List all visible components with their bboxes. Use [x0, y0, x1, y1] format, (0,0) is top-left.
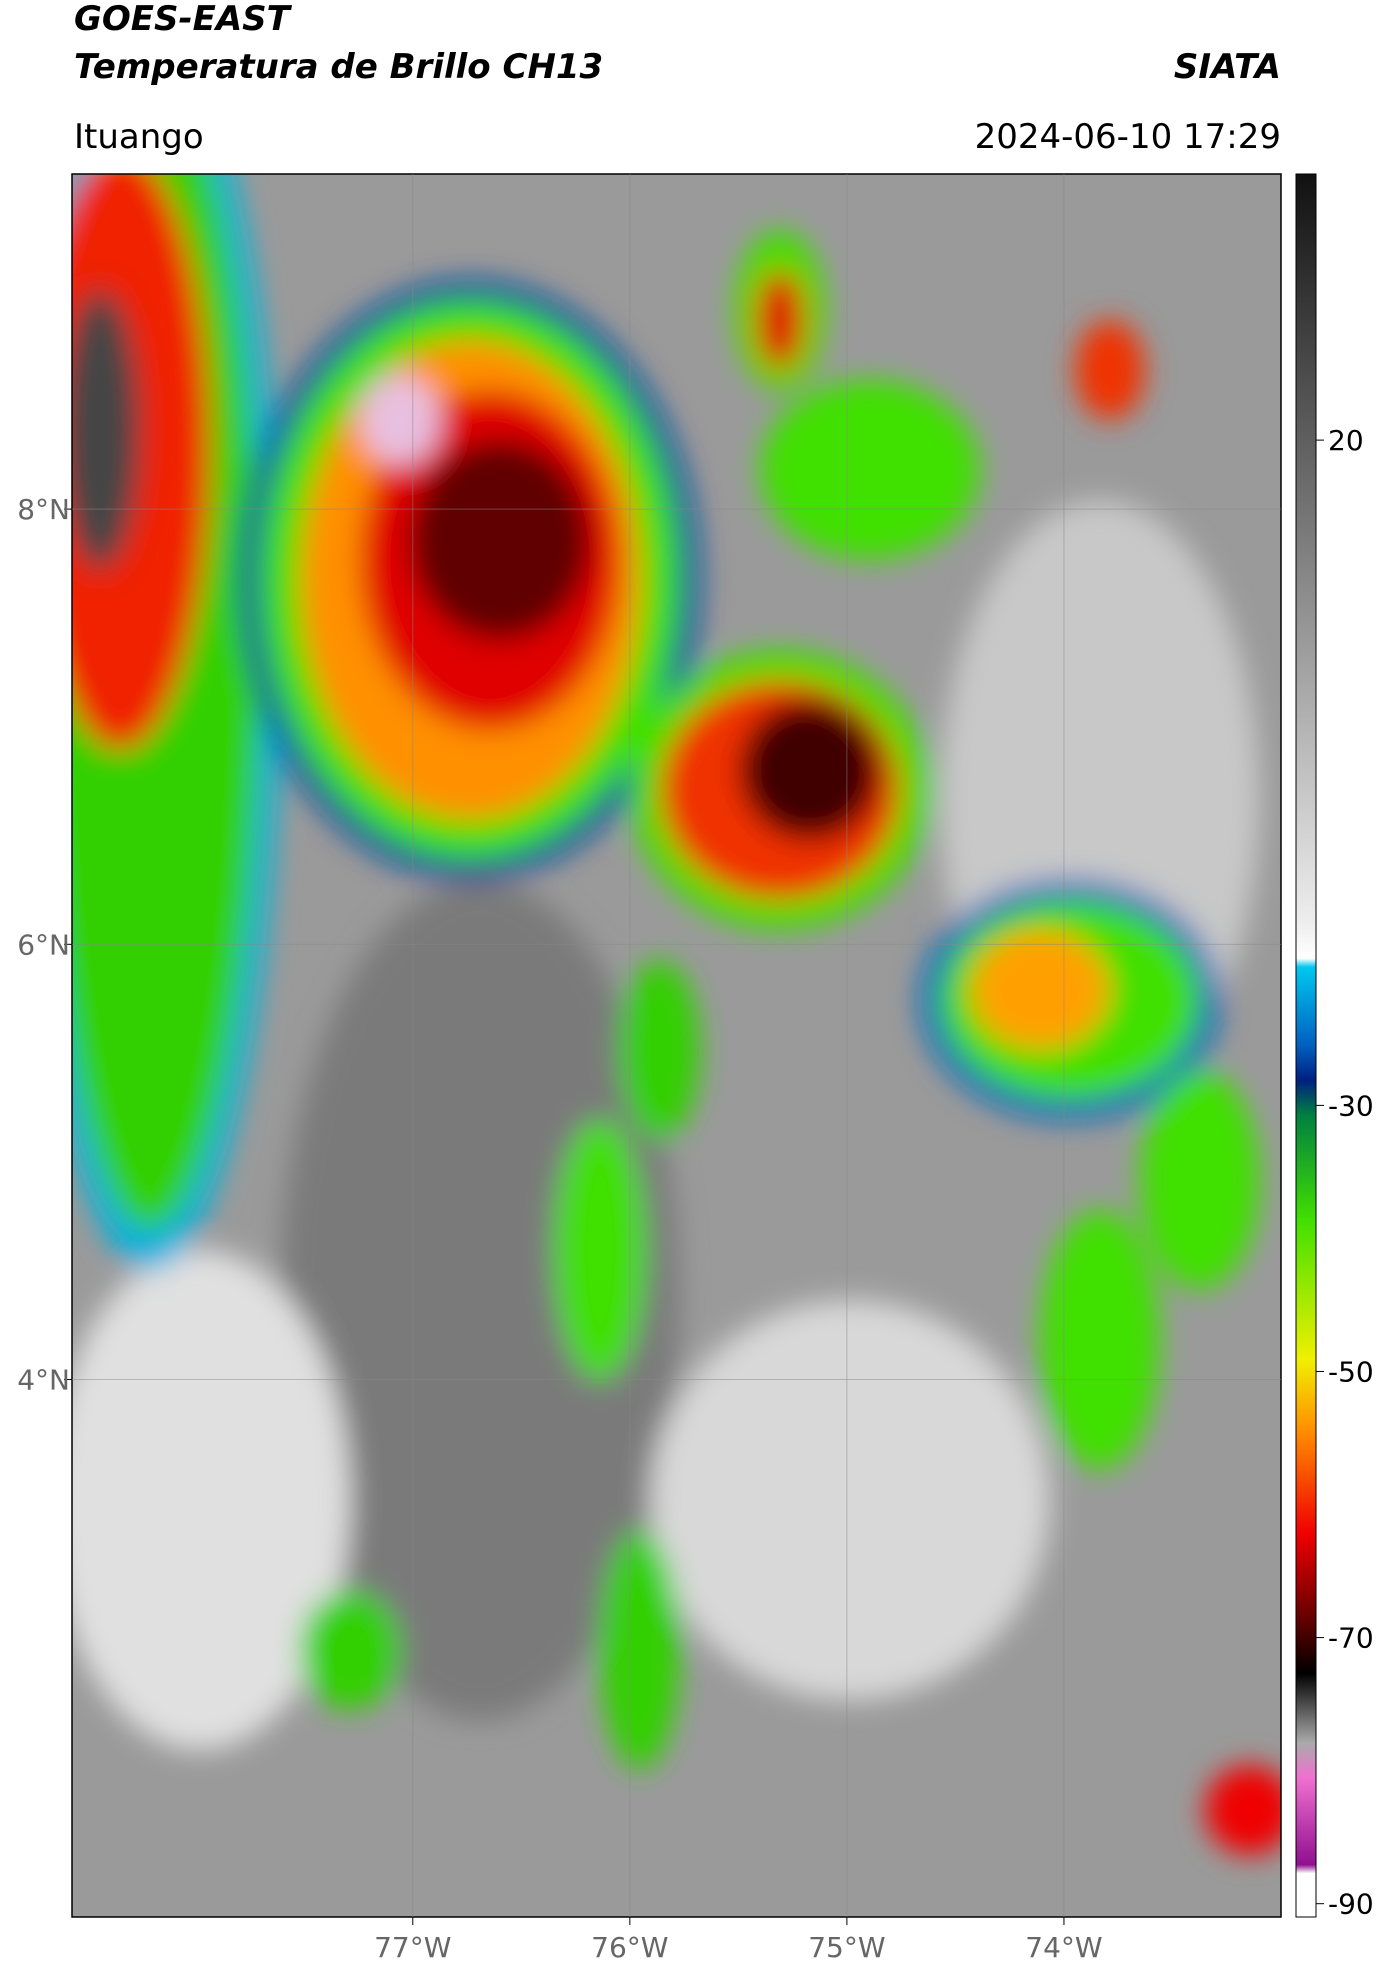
- source: SIATA: [1174, 47, 1281, 87]
- y-tick-label: 4°N: [17, 1364, 70, 1397]
- location: Ituango: [74, 117, 204, 157]
- title: GOES-EAST: [74, 0, 293, 39]
- colorbar-tick-label: -50: [1328, 1355, 1374, 1388]
- satellite-image: [72, 174, 1281, 1917]
- colorbar-tick-label: -70: [1328, 1622, 1374, 1655]
- colorbar-tick-label: -30: [1328, 1089, 1374, 1122]
- colorbar: [1295, 173, 1317, 1918]
- colorbar-tick-label: -90: [1328, 1888, 1374, 1921]
- map-frame: [71, 173, 1282, 1918]
- y-tick-label: 8°N: [17, 493, 70, 526]
- x-tick-label: 76°W: [591, 1931, 668, 1964]
- x-tick-label: 77°W: [374, 1931, 451, 1964]
- x-tick-label: 74°W: [1025, 1931, 1102, 1964]
- datetime: 2024-06-10 17:29: [975, 117, 1281, 157]
- colorbar-tick-label: 20: [1328, 424, 1364, 457]
- x-tick-label: 75°W: [808, 1931, 885, 1964]
- y-tick-label: 6°N: [17, 928, 70, 961]
- subtitle: Temperatura de Brillo CH13: [74, 47, 603, 87]
